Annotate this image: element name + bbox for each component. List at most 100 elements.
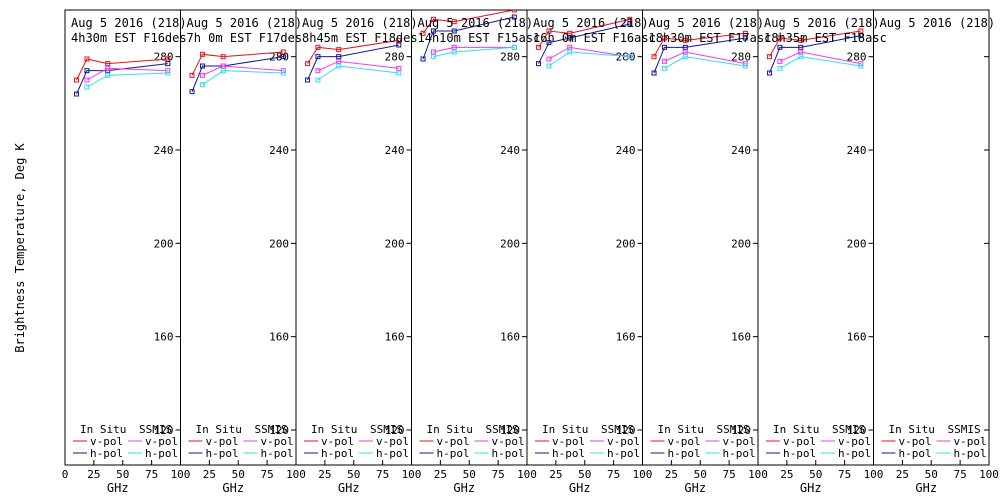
legend-group-insitu: In Situ [658, 423, 704, 436]
point-ssmis-vpol [396, 65, 402, 71]
x-tick-label: 50 [694, 468, 707, 481]
panel-data [305, 37, 402, 83]
y-tick-label: 280 [500, 51, 520, 64]
point-insitu-vpol [742, 30, 748, 36]
legend-label-insitu-vpol: v-pol [668, 435, 701, 448]
point-insitu-hpol [661, 44, 667, 50]
series-line-ssmis-hpol [86, 72, 168, 88]
y-tick-label: 200 [847, 237, 867, 250]
point-ssmis-hpol [396, 70, 402, 76]
point-ssmis-vpol [567, 44, 573, 50]
panel-subtitle: 4h30m EST F16des [71, 31, 187, 45]
x-tick-label: 75 [492, 468, 505, 481]
legend-group-ssmis: SSMIS [601, 423, 634, 436]
point-ssmis-hpol [858, 63, 864, 69]
point-ssmis-vpol [105, 65, 111, 71]
x-tick-label: 100 [979, 468, 999, 481]
point-ssmis-vpol [451, 44, 457, 50]
point-insitu-vpol [536, 44, 542, 50]
panel-title: Aug 5 2016 (218) [649, 16, 765, 30]
point-insitu-vpol [336, 47, 342, 53]
point-ssmis-hpol [511, 44, 517, 50]
legend-label-ssmis-vpol: v-pol [723, 435, 756, 448]
point-insitu-vpol [567, 30, 573, 36]
point-ssmis-vpol [199, 72, 205, 78]
panel-data [189, 49, 286, 95]
panel-7: 120 160 200 240 280 25 50 75 100 GHz Aug 5 2016 (2… [757, 9, 887, 495]
legend-label-ssmis-hpol: h-pol [838, 447, 871, 460]
legend-label-insitu-vpol: v-pol [552, 435, 585, 448]
y-tick-label: 200 [154, 237, 174, 250]
x-tick-label: 50 [347, 468, 360, 481]
point-ssmis-vpol [682, 49, 688, 55]
y-tick-label: 240 [385, 144, 405, 157]
legend-label-insitu-hpol: h-pol [206, 447, 239, 460]
point-ssmis-hpol [451, 49, 457, 55]
x-tick-label: 100 [633, 468, 653, 481]
point-insitu-hpol [536, 61, 542, 67]
x-tick-label: 50 [925, 468, 938, 481]
x-tick-label: 75 [954, 468, 967, 481]
legend-label-insitu-vpol: v-pol [899, 435, 932, 448]
point-ssmis-hpol [546, 63, 552, 69]
series-line-ssmis-vpol [86, 67, 168, 81]
legend-label-ssmis-hpol: h-pol [376, 447, 409, 460]
x-tick-label: 25 [87, 468, 100, 481]
point-insitu-hpol [305, 77, 311, 83]
point-insitu-vpol [777, 35, 783, 41]
legend-label-insitu-vpol: v-pol [206, 435, 239, 448]
x-tick-label: 25 [549, 468, 562, 481]
panel-6: 120 160 200 240 280 25 50 75 100 GHz Aug 5 2016 (2… [642, 9, 771, 495]
point-insitu-hpol [280, 54, 286, 60]
point-ssmis-hpol [315, 77, 321, 83]
y-tick-label: 160 [154, 331, 174, 344]
point-insitu-vpol [396, 37, 402, 43]
legend-label-ssmis-hpol: h-pol [261, 447, 294, 460]
panel-data [767, 28, 864, 76]
x-tick-label: 75 [261, 468, 274, 481]
y-tick-label: 200 [731, 237, 751, 250]
legend-group-ssmis: SSMIS [832, 423, 865, 436]
point-ssmis-hpol [336, 63, 342, 69]
point-ssmis-vpol [798, 49, 804, 55]
y-tick-label: 160 [847, 331, 867, 344]
point-insitu-hpol [74, 91, 80, 97]
x-tick-label: 100 [286, 468, 306, 481]
x-tick-label: 25 [665, 468, 678, 481]
point-insitu-hpol [858, 33, 864, 39]
point-insitu-vpol [430, 16, 436, 22]
point-insitu-hpol [189, 89, 195, 95]
legend-label-insitu-hpol: h-pol [552, 447, 585, 460]
legend-group-insitu: In Situ [427, 423, 473, 436]
y-tick-label: 280 [731, 51, 751, 64]
point-insitu-hpol [627, 21, 633, 27]
y-tick-label: 280 [154, 51, 174, 64]
x-tick-label: 100 [402, 468, 422, 481]
y-tick-label: 200 [500, 237, 520, 250]
y-tick-label: 240 [616, 144, 636, 157]
legend-group-insitu: In Situ [889, 423, 935, 436]
legend-label-insitu-vpol: v-pol [90, 435, 123, 448]
legend-group-ssmis: SSMIS [486, 423, 519, 436]
panel-3: 120 160 200 240 280 25 50 75 100 GHz Aug 5 2016 (2… [295, 9, 422, 495]
point-ssmis-hpol [627, 54, 633, 60]
point-insitu-hpol [511, 14, 517, 20]
series-line-ssmis-vpol [779, 51, 861, 65]
panel-subtitle: 8h45m EST F18des [302, 31, 418, 45]
legend-label-insitu-vpol: v-pol [437, 435, 470, 448]
y-tick-label: 240 [500, 144, 520, 157]
point-insitu-vpol [84, 56, 90, 62]
point-insitu-vpol [651, 54, 657, 60]
series-line-ssmis-hpol [317, 65, 399, 81]
legend-group-insitu: In Situ [311, 423, 357, 436]
point-insitu-hpol [567, 35, 573, 41]
point-insitu-vpol [280, 49, 286, 55]
legend-label-ssmis-hpol: h-pol [492, 447, 525, 460]
legend-label-ssmis-hpol: h-pol [723, 447, 756, 460]
panel-8: 25 50 75 100 GHz Aug 5 2016 (218) In Situ SSMIS… [873, 9, 999, 495]
legend-label-ssmis-vpol: v-pol [492, 435, 525, 448]
legend-label-insitu-hpol: h-pol [437, 447, 470, 460]
point-ssmis-hpol [682, 54, 688, 60]
panel-5: 120 160 200 240 280 25 50 75 100 GHz Aug 5 2016 (2… [526, 9, 656, 495]
